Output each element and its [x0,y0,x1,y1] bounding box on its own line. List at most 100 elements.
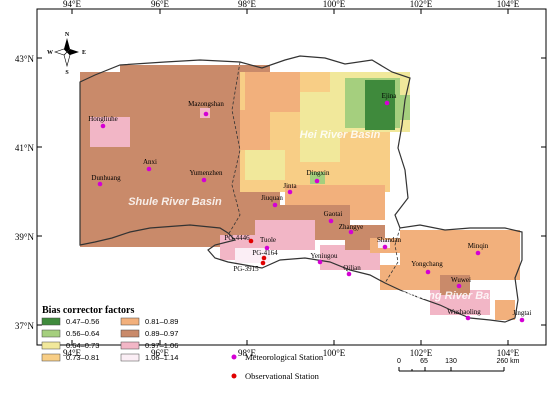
obs-station-marker[interactable] [261,255,267,261]
station-marker[interactable] [475,250,481,256]
station-label: Tuole [260,236,276,244]
station-marker[interactable] [146,166,152,172]
station-label: Mazongshan [188,100,224,108]
lon-tick-label-bottom: 96°E [151,348,170,358]
legend-swatch [120,329,140,338]
station-marker[interactable] [456,283,462,289]
station-label: Gaotai [324,210,343,218]
scale-bar: 0 65 130 260 km [397,358,520,372]
station-marker[interactable] [348,229,354,235]
legend-class-label: 0.73–0.81 [66,353,99,362]
station-label: Dunhuang [91,174,121,182]
station-marker[interactable] [382,244,388,250]
lon-tick-label-bottom: 102°E [410,348,433,358]
legend-met-station-label: Meteorological Station [245,352,324,362]
legend-swatch [120,317,140,326]
lat-tick-label: 43°N [15,54,35,64]
lon-tick-label-bottom: 100°E [323,348,346,358]
station-label: Wuwei [451,276,471,284]
obs-station-label: PG-4446 [224,234,250,242]
station-marker[interactable] [314,178,320,184]
lon-tick-label-bottom: 98°E [238,348,257,358]
legend-swatch [41,353,61,362]
station-label: Dingxin [307,169,330,177]
station-marker[interactable] [264,245,270,251]
lon-tick-label: 102°E [410,0,433,9]
station-label: Yeniugou [311,252,338,260]
obs-station-marker[interactable] [248,238,254,244]
legend-swatch [41,317,61,326]
station-marker[interactable] [272,202,278,208]
station-label: Hongliuhe [88,115,118,123]
station-marker[interactable] [203,111,209,117]
legend-obs-station-label: Observational Station [245,371,320,381]
compass-w: W [47,50,53,56]
station-marker[interactable] [328,218,334,224]
station-label: Jingtai [513,309,532,317]
legend-class-label: 1.06–1.14 [145,353,178,362]
legend-swatch [120,353,140,362]
legend-class-label: 0.89–0.97 [145,329,178,338]
legend-title: Bias corrector factors [42,305,134,316]
meteorological-stations: Hongliuhe Mazongshan Ejina Anxi Dunhuang… [88,92,532,323]
lon-axis: 94°E 96°E 98°E 100°E 102°E 104°E 94°E 96… [63,0,520,358]
station-label: Yumenzhen [189,169,223,177]
obs-station-label: PG-4164 [252,249,278,257]
lon-tick-label: 94°E [63,0,82,9]
legend-classes: 0.47–0.56 0.56–0.64 0.64–0.73 0.73–0.81 … [41,317,178,362]
north-arrow-icon: N S E W [47,32,86,76]
lat-tick-label: 41°N [15,143,35,153]
station-label: Minqin [468,242,489,250]
scale-tick-label: 0 [397,358,401,365]
shule-hei-divider [227,61,241,236]
station-marker[interactable] [425,269,431,275]
station-marker[interactable] [100,123,106,129]
obs-station-marker[interactable] [260,260,266,266]
legend: Bias corrector factors 0.47–0.56 0.56–0.… [41,305,324,381]
lon-tick-label: 98°E [238,0,257,9]
legend-class-label: 0.81–0.89 [145,317,178,326]
lat-tick-label: 37°N [15,321,35,331]
station-marker[interactable] [287,189,293,195]
legend-class-label: 0.97–1.06 [145,341,178,350]
lat-tick-label: 39°N [15,232,35,242]
legend-swatch [120,341,140,350]
station-label: Wushaoling [447,308,481,316]
station-marker[interactable] [201,177,207,183]
station-marker[interactable] [317,259,323,265]
lon-tick-label: 100°E [323,0,346,9]
basin-boundary [79,55,523,323]
station-marker[interactable] [97,181,103,187]
scale-tick-label: 260 km [497,358,520,365]
legend-swatch [41,329,61,338]
station-marker[interactable] [465,315,471,321]
bias-raster [80,65,520,320]
legend-class-label: 0.64–0.73 [66,341,99,350]
compass-e: E [82,50,86,56]
legend-class-label: 0.47–0.56 [66,317,99,326]
lon-tick-label-bottom: 104°E [497,348,520,358]
station-marker[interactable] [346,271,352,277]
station-label: Jiuquan [261,194,283,202]
legend-obs-station-icon [231,373,237,379]
hei-shiyang-divider [384,227,401,284]
station-label: Jinta [283,182,297,190]
station-label: Ejina [382,92,398,100]
legend-class-label: 0.56–0.64 [66,329,99,338]
station-label: Zhangye [339,223,364,231]
obs-station-label: PG-3915 [233,265,259,273]
scale-tick-label: 65 [420,358,428,365]
scale-tick-label: 130 [445,358,457,365]
station-marker[interactable] [384,100,390,106]
lon-tick-label-bottom: 94°E [63,348,82,358]
axis-ticks [37,9,546,345]
station-label: Anxi [143,158,157,166]
compass-s: S [65,70,69,76]
station-label: Qilian [343,264,361,272]
lon-tick-label: 96°E [151,0,170,9]
station-marker[interactable] [519,317,525,323]
station-label: Yongchang [411,260,443,268]
lat-axis: 43°N 41°N 39°N 37°N [15,54,35,331]
